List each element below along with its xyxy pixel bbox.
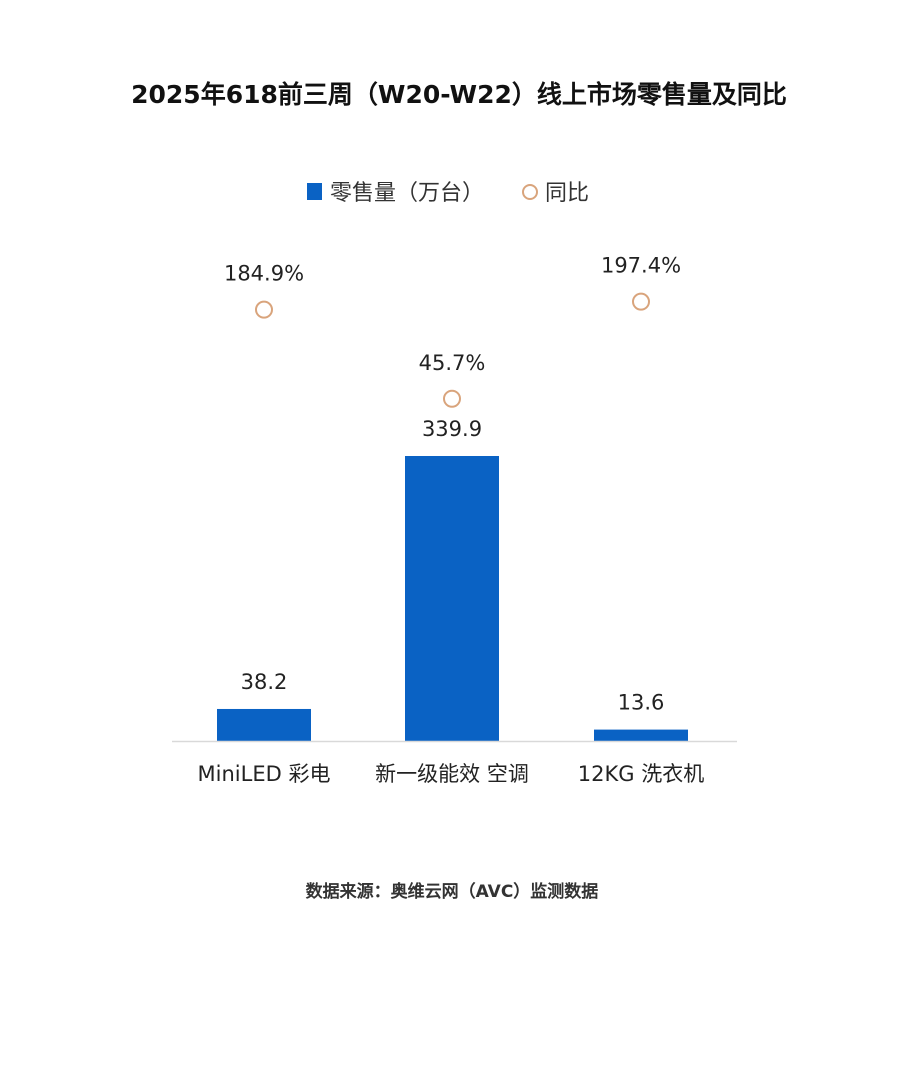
legend: 零售量（万台） 同比 — [307, 181, 589, 206]
x-tick-label: 12KG 洗衣机 — [578, 762, 704, 786]
legend-bar-swatch — [307, 183, 322, 200]
chart-title: 2025年618前三周（W20-W22）线上市场零售量及同比 — [131, 80, 787, 109]
x-tick-label: MiniLED 彩电 — [198, 762, 331, 786]
legend-bar-label: 零售量（万台） — [330, 181, 484, 206]
bar — [217, 708, 311, 741]
yoy-point — [255, 300, 273, 319]
bar — [405, 456, 499, 741]
source-note: 数据来源：奥维云网（AVC）监测数据 — [306, 881, 599, 902]
bar — [594, 729, 688, 741]
yoy-point — [443, 389, 461, 408]
yoy-value-label: 45.7% — [419, 351, 486, 375]
bar-value-label: 38.2 — [241, 670, 288, 694]
bar-value-label: 13.6 — [618, 691, 665, 715]
bar-value-label: 339.9 — [422, 417, 482, 441]
legend-yoy-marker — [522, 184, 538, 200]
x-tick-label: 新一级能效 空调 — [375, 762, 529, 786]
legend-yoy-label: 同比 — [545, 181, 589, 206]
yoy-value-label: 197.4% — [601, 254, 681, 278]
yoy-point — [632, 292, 650, 311]
yoy-value-label: 184.9% — [224, 262, 304, 286]
